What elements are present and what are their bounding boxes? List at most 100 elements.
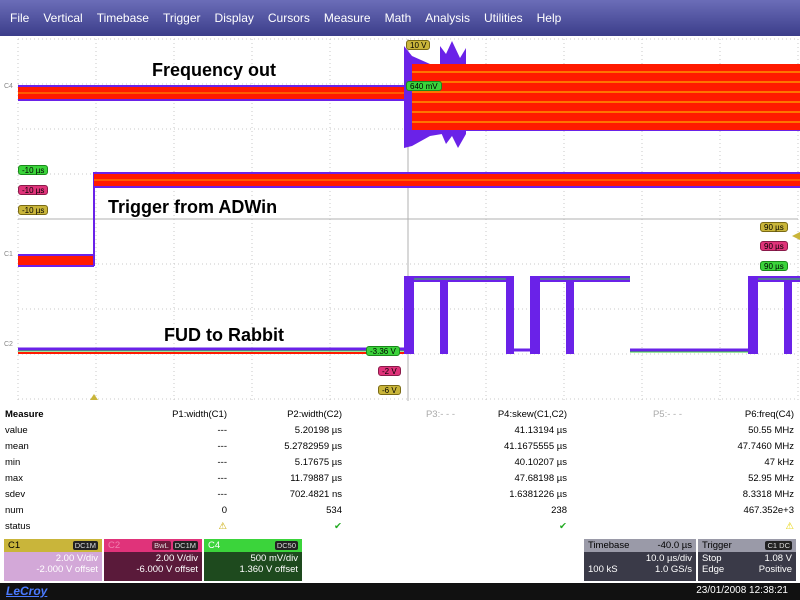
offset: 1.360 V offset bbox=[239, 564, 298, 575]
header-p4[interactable]: P4:skew(C1,C2) bbox=[497, 409, 567, 420]
menu-file[interactable]: File bbox=[10, 11, 30, 25]
status-bar: LeCroy 23/01/2008 12:38:21 bbox=[0, 583, 800, 600]
measure-title: Measure bbox=[5, 409, 44, 420]
c1-tag: C1 bbox=[4, 251, 13, 258]
c4-tag: C4 bbox=[4, 83, 13, 90]
cell-p2: 11.79887 µs bbox=[290, 473, 342, 484]
cell-p4: 238 bbox=[551, 505, 567, 516]
channel-c1-panel[interactable]: C1 DC1M 2.00 V/div -2.000 V offset bbox=[4, 539, 102, 581]
checkmark-icon: ✔ bbox=[559, 521, 567, 532]
c2-red-marker: -2 V bbox=[378, 366, 401, 376]
cell-p6: 467.352e+3 bbox=[743, 505, 794, 516]
measure-row: max --- 11.79887 µs 47.68198 µs 52.95 MH… bbox=[0, 471, 800, 487]
measure-row: min --- 5.17675 µs 40.10207 µs 47 kHz bbox=[0, 455, 800, 471]
row-label: max bbox=[5, 473, 23, 484]
header-p3[interactable]: P3:- - - bbox=[425, 409, 455, 420]
date-time: 23/01/2008 12:38:21 bbox=[696, 585, 788, 596]
trigger-source-badge: C1 DC bbox=[765, 541, 792, 550]
bwl-badge: BwL bbox=[152, 541, 171, 550]
cell-p4: 1.6381226 µs bbox=[509, 489, 567, 500]
trigger-panel[interactable]: Trigger C1 DC Stop 1.08 V Edge Positive bbox=[698, 539, 796, 581]
menu-bar: File Vertical Timebase Trigger Display C… bbox=[0, 0, 800, 36]
menu-timebase[interactable]: Timebase bbox=[96, 11, 149, 25]
row-label: num bbox=[5, 505, 24, 516]
header-p2[interactable]: P2:width(C2) bbox=[287, 409, 342, 420]
menu-utilities[interactable]: Utilities bbox=[483, 11, 523, 25]
measure-header-row: Measure P1:width(C1) P2:width(C2) P3:- -… bbox=[0, 407, 800, 423]
timebase-title: Timebase bbox=[588, 540, 630, 551]
measure-status-row: status ⚠ ✔ ✔ ⚠ bbox=[0, 519, 800, 535]
cell-p2: 5.2782959 µs bbox=[284, 441, 342, 452]
menu-analysis[interactable]: Analysis bbox=[425, 11, 470, 25]
offset: -2.000 V offset bbox=[36, 564, 98, 575]
volts-per-div: 2.00 V/div bbox=[55, 553, 98, 564]
coupling-badge: DC50 bbox=[274, 541, 298, 550]
coupling-badge: DC1M bbox=[72, 541, 98, 550]
cell-p2: 5.20198 µs bbox=[294, 425, 342, 436]
header-p6[interactable]: P6:freq(C4) bbox=[744, 409, 794, 420]
brand-logo: LeCroy bbox=[6, 584, 48, 598]
measure-row: value --- 5.20198 µs 41.13194 µs 50.55 M… bbox=[0, 423, 800, 439]
right-red-marker: 90 µs bbox=[760, 241, 788, 251]
menu-math[interactable]: Math bbox=[384, 11, 412, 25]
row-label: status bbox=[5, 521, 31, 532]
c2-trace bbox=[18, 276, 800, 354]
c2-yellow-marker: -6 V bbox=[378, 385, 401, 395]
channel-name: C2 bbox=[108, 540, 121, 551]
cell-p6: 47.7460 MHz bbox=[737, 441, 794, 452]
sample-count: 100 kS bbox=[588, 564, 618, 575]
menu-trigger[interactable]: Trigger bbox=[162, 11, 201, 25]
measure-table[interactable]: Measure P1:width(C1) P2:width(C2) P3:- -… bbox=[0, 407, 800, 537]
menu-help[interactable]: Help bbox=[536, 11, 562, 25]
volts-per-div: 2.00 V/div bbox=[155, 553, 198, 564]
measure-row: num 0 534 238 467.352e+3 bbox=[0, 503, 800, 519]
trigger-mode: Stop bbox=[702, 553, 722, 564]
header-p1[interactable]: P1:width(C1) bbox=[172, 409, 227, 420]
cell-p1: --- bbox=[217, 473, 228, 484]
volts-per-div: 500 mV/div bbox=[250, 553, 298, 564]
menu-vertical[interactable]: Vertical bbox=[43, 11, 83, 25]
menu-measure[interactable]: Measure bbox=[323, 11, 371, 25]
row-label: mean bbox=[5, 441, 29, 452]
trigger-level-icon bbox=[792, 232, 800, 240]
cell-p2: 702.4821 ns bbox=[289, 489, 342, 500]
trigger-type: Edge bbox=[702, 564, 725, 575]
c1-trace bbox=[18, 172, 800, 267]
cell-p1: --- bbox=[217, 441, 228, 452]
header-p5[interactable]: P5:- - - bbox=[652, 409, 682, 420]
offset: -6.000 V offset bbox=[136, 564, 198, 575]
left-red-marker: -10 µs bbox=[18, 185, 49, 195]
c2-green-marker: -3.36 V bbox=[366, 346, 400, 356]
cell-p1: --- bbox=[217, 489, 228, 500]
channel-name: C4 bbox=[208, 540, 221, 551]
c4-trace bbox=[18, 41, 800, 148]
time-per-div: 10.0 µs/div bbox=[645, 553, 692, 564]
cell-p1: --- bbox=[217, 425, 228, 436]
c1-trace-label: Trigger from ADWin bbox=[108, 197, 278, 217]
waveform-display[interactable]: C4 C1 C2 Frequency out Trigger from ADWi… bbox=[0, 36, 800, 404]
cell-p6: 47 kHz bbox=[764, 457, 794, 468]
trigger-title: Trigger bbox=[702, 540, 732, 551]
warning-icon: ⚠ bbox=[218, 521, 227, 532]
right-yellow-marker: 90 µs bbox=[760, 222, 788, 232]
warning-icon: ⚠ bbox=[785, 521, 794, 532]
measure-row: sdev --- 702.4821 ns 1.6381226 µs 8.3318… bbox=[0, 487, 800, 503]
left-green-marker: -10 µs bbox=[18, 165, 49, 175]
menu-cursors[interactable]: Cursors bbox=[267, 11, 310, 25]
checkmark-icon: ✔ bbox=[334, 521, 342, 532]
menu-display[interactable]: Display bbox=[214, 11, 254, 25]
cell-p1: --- bbox=[217, 457, 228, 468]
left-yellow-marker: -10 µs bbox=[18, 205, 49, 215]
right-green-marker: 90 µs bbox=[760, 261, 788, 271]
channel-name: C1 bbox=[8, 540, 21, 551]
c4-level-marker: 640 mV bbox=[406, 81, 442, 91]
waveform-canvas bbox=[17, 38, 800, 401]
cell-p6: 52.95 MHz bbox=[748, 473, 794, 484]
c2-trace-label: FUD to Rabbit bbox=[164, 325, 284, 345]
coupling-badge: DC1M bbox=[172, 541, 198, 550]
channel-c4-panel[interactable]: C4 DC50 500 mV/div 1.360 V offset bbox=[204, 539, 302, 581]
channel-c2-panel[interactable]: C2 BwL DC1M 2.00 V/div -6.000 V offset bbox=[104, 539, 202, 581]
timebase-panel[interactable]: Timebase -40.0 µs 10.0 µs/div 100 kS 1.0… bbox=[584, 539, 696, 581]
measure-row: mean --- 5.2782959 µs 41.1675555 µs 47.7… bbox=[0, 439, 800, 455]
cell-p4: 41.13194 µs bbox=[514, 425, 568, 436]
